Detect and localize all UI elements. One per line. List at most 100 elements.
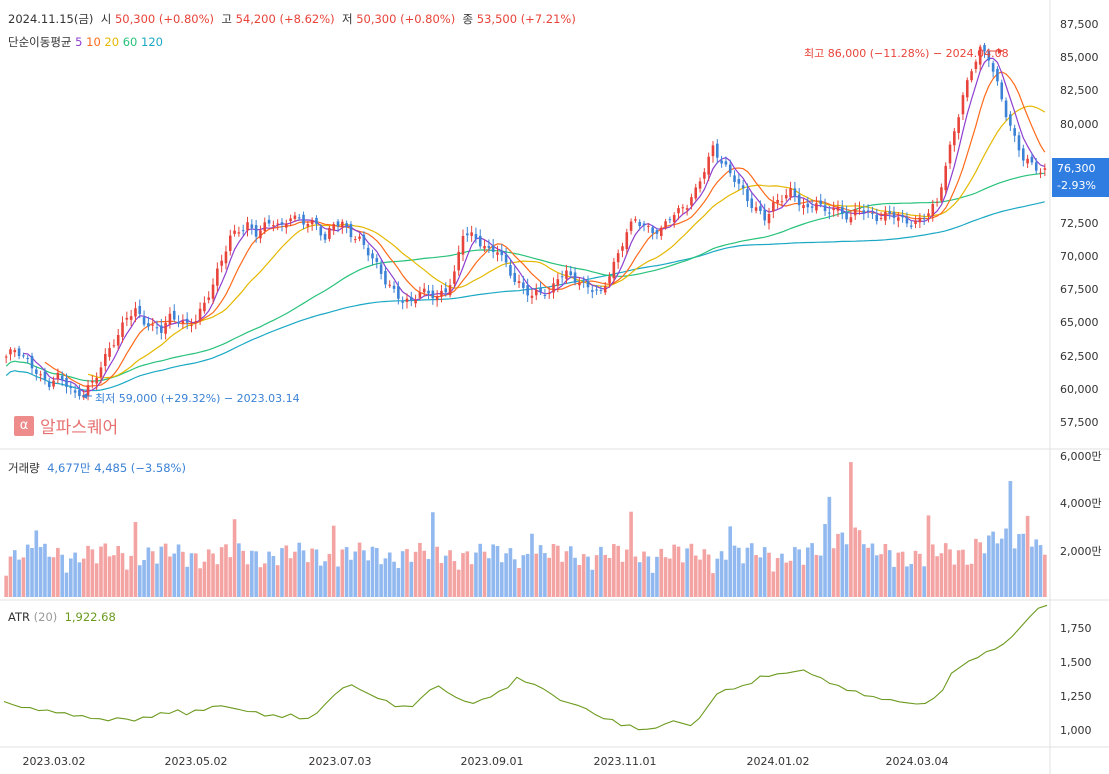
volume-bar [814,554,819,597]
candle-body [138,305,142,315]
volume-bar [525,553,530,597]
candle-body [228,235,232,251]
candle-body [608,276,611,284]
candle-body [823,205,827,212]
candle-body [78,389,81,397]
candle-body [164,322,167,334]
atr-line [3,604,1048,731]
candle-body [177,321,180,324]
volume-bar [594,555,599,597]
volume-bar [624,549,629,597]
volume-bar [1017,534,1021,597]
candle-body [888,211,891,214]
volume-bar [73,552,77,597]
volume-bar [530,533,534,597]
candle-body [853,209,857,216]
candle-body [591,290,594,292]
candle-body [948,144,952,164]
candle-body [1017,135,1021,151]
volume-bar [68,558,73,597]
candle-body [509,265,512,276]
candle-body [1034,162,1038,171]
candle-body [522,282,525,288]
volume-bar [896,552,901,597]
candle-body [961,95,965,115]
volume-bar [706,554,711,597]
price-tick-label: 57,500 [1060,415,1099,429]
volume-bar [926,515,931,597]
candle-body [47,381,51,388]
volume-bar [310,548,314,597]
volume-bar [655,556,659,597]
candle-body [905,217,909,224]
candle-body [560,276,564,278]
volume-bar [935,556,939,597]
volume-bar [663,557,668,597]
candle-body [629,221,633,231]
volume-header: 거래량 4,677만 4,485 (−3.58%) [8,460,186,476]
volume-bar [995,543,1000,597]
volume-bar [155,563,159,597]
candle-body [211,284,215,299]
volume-bar [215,564,220,597]
volume-bar [293,551,297,597]
volume-bar [862,544,866,597]
volume-bar [362,550,366,597]
candle-body [461,235,465,255]
volume-bar [189,553,194,597]
volume-tick-label: 6,000만 [1060,450,1102,463]
candle-body [491,245,495,252]
volume-bar [306,562,310,597]
candle-body [638,221,642,227]
volume-bar [418,542,422,597]
volume-bar [487,558,491,597]
candle-body [392,285,396,289]
volume-bar [991,531,995,597]
volume-bar [1034,539,1039,597]
volume-bar [280,548,284,597]
ma-legend[interactable]: 단순이동평균 5 10 20 60 120 [8,34,163,50]
date-tick-label: 2023.11.01 [593,755,657,768]
candle-body [793,188,797,197]
candle-body [733,175,736,182]
candle-body [401,301,404,303]
candle-body [349,224,353,238]
volume-bar [271,556,276,597]
volume-bar [336,566,340,597]
candle-body [922,218,926,220]
volume-bar [775,558,780,597]
volume-bar [1038,545,1043,597]
candle-body [953,131,956,146]
volume-bar [693,555,698,597]
candle-body [293,215,297,219]
candle-body [871,212,874,214]
volume-bar [887,550,892,597]
volume-bar [999,538,1004,597]
volume-bar [508,548,513,597]
volume-bar [810,543,814,597]
volume-value: 4,677만 [47,461,91,475]
candle-body [483,246,486,249]
volume-bar [780,553,784,597]
candle-body [65,378,68,387]
volume-bar [211,553,215,597]
candle-body [17,348,21,357]
volume-bar [900,551,905,597]
candle-body [22,355,25,357]
volume-bar [482,551,487,597]
volume-bar [724,559,728,597]
candle-body [810,206,814,208]
candle-body [599,289,603,291]
volume-bar [47,556,52,597]
volume-bar [620,561,625,597]
candle-body [677,208,680,214]
candle-body [431,290,435,299]
volume-bar [21,557,26,597]
candle-body [427,290,430,294]
volume-bar [676,546,681,597]
volume-bar [556,545,560,597]
candle-body [185,318,189,323]
volume-bar [491,544,495,597]
current-change: -2.93% [1057,179,1096,192]
